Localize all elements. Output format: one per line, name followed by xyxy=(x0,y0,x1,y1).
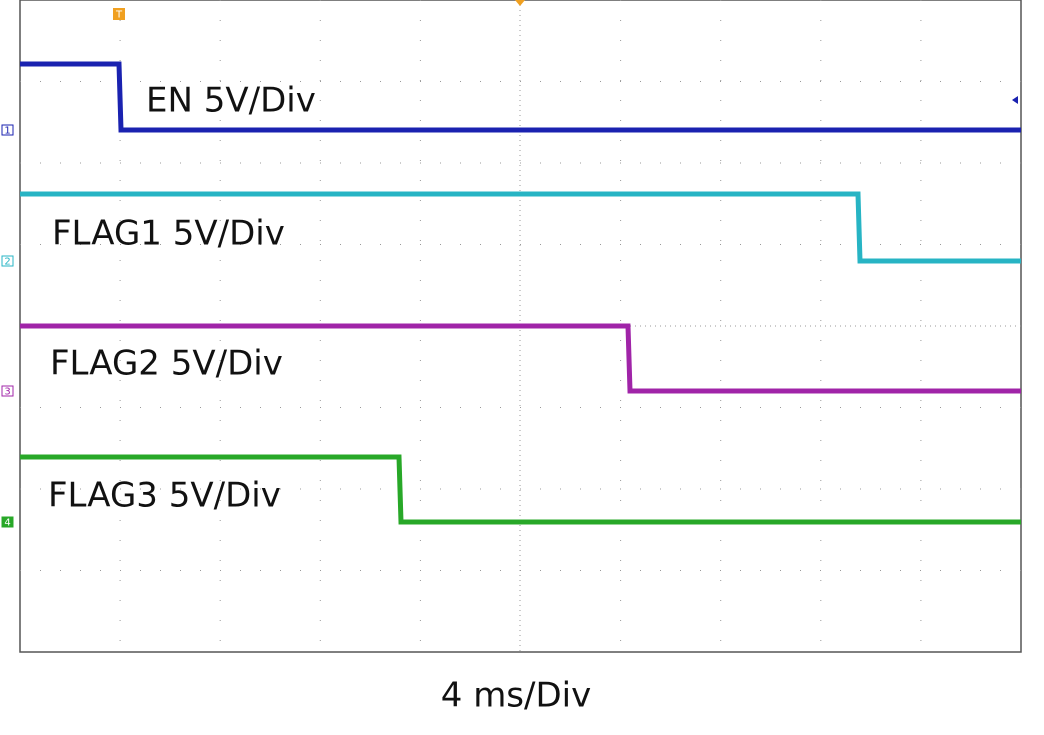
trace-en xyxy=(20,61,1021,133)
trace-flag1 xyxy=(20,191,1021,264)
channel-markers: 1 2 3 4 xyxy=(1,124,14,529)
trace-label: FLAG2 5V/Div xyxy=(50,344,283,384)
channel-marker: 1 xyxy=(4,126,10,137)
channel-marker: 4 xyxy=(4,518,10,529)
time-scale: 4 ms/Div xyxy=(441,676,591,716)
level-marker xyxy=(1012,96,1018,104)
trigger-box xyxy=(113,8,125,20)
channel-marker: 3 xyxy=(4,387,10,398)
trigger-position xyxy=(515,0,525,6)
channel-marker: 2 xyxy=(4,257,10,268)
trace-flag2 xyxy=(20,323,1021,394)
trace-label: FLAG1 5V/Div xyxy=(52,214,285,254)
trace-label: FLAG3 5V/Div xyxy=(48,476,281,516)
trigger-marker: T xyxy=(115,10,123,21)
trace-flag3 xyxy=(20,454,1021,525)
trace-label: EN 5V/Div xyxy=(146,81,316,121)
